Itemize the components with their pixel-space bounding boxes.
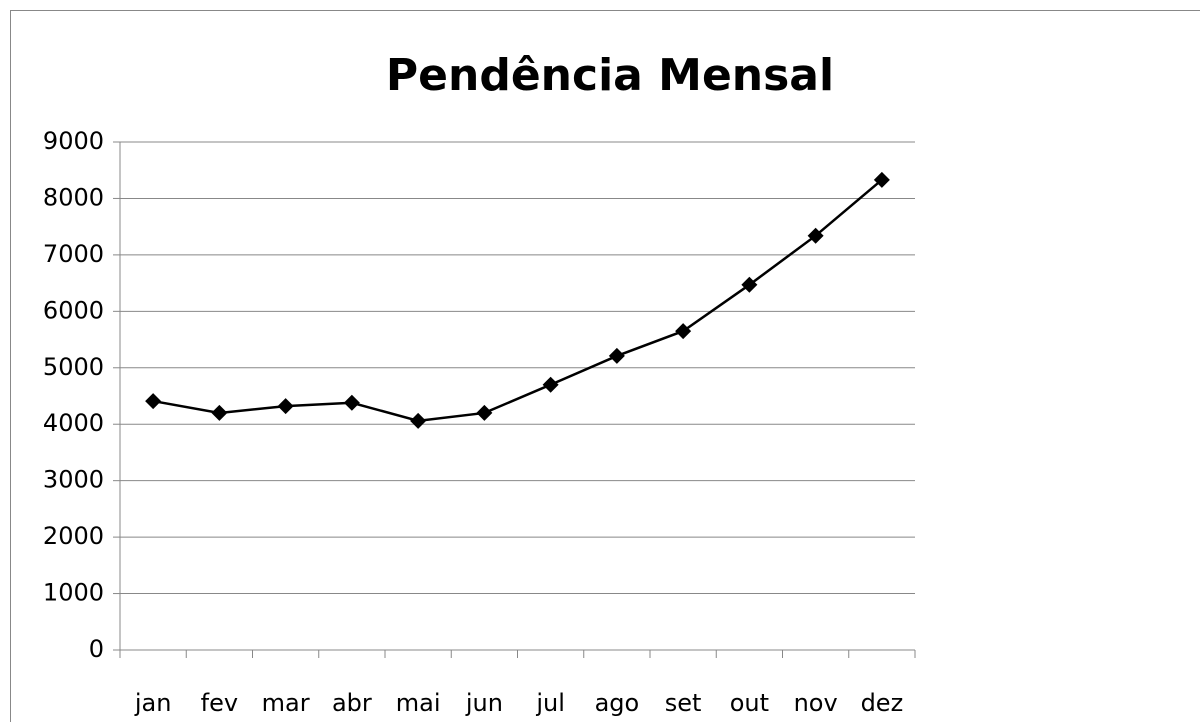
x-tick-label: set <box>665 689 702 717</box>
y-tick-label: 8000 <box>43 183 104 211</box>
x-tick-label: fev <box>201 689 238 717</box>
x-tick-label: ago <box>595 689 640 717</box>
x-tick-label: out <box>730 689 769 717</box>
x-tick-label: jan <box>134 689 172 717</box>
chart-frame <box>10 10 1200 722</box>
marker <box>211 404 228 421</box>
marker <box>476 404 493 421</box>
y-tick-label: 6000 <box>43 296 104 324</box>
y-tick-label: 5000 <box>43 353 104 381</box>
x-tick-label: nov <box>794 689 838 717</box>
line <box>152 178 883 423</box>
x-tick-label: mar <box>262 689 310 717</box>
x-tick-label: jul <box>535 689 565 717</box>
y-tick-label: 7000 <box>43 240 104 268</box>
marker <box>410 412 427 429</box>
marker <box>343 394 360 411</box>
marker <box>145 393 162 410</box>
y-tick-label: 3000 <box>43 466 104 494</box>
y-tick-label: 2000 <box>43 522 104 550</box>
marker <box>873 171 890 188</box>
marker <box>741 276 758 293</box>
x-tick-label: dez <box>861 689 904 717</box>
x-tick-label: mai <box>396 689 441 717</box>
y-tick-label: 0 <box>89 635 104 663</box>
marker <box>542 376 559 393</box>
chart-title: Pendência Mensal <box>386 50 834 101</box>
marker <box>608 347 625 364</box>
marker <box>675 323 692 340</box>
y-tick-label: 1000 <box>43 579 104 607</box>
y-tick-label: 4000 <box>43 409 104 437</box>
x-tick-label: jun <box>465 689 503 717</box>
marker <box>277 398 294 415</box>
marker <box>807 227 824 244</box>
y-tick-label: 9000 <box>43 127 104 155</box>
x-tick-label: abr <box>332 689 372 717</box>
